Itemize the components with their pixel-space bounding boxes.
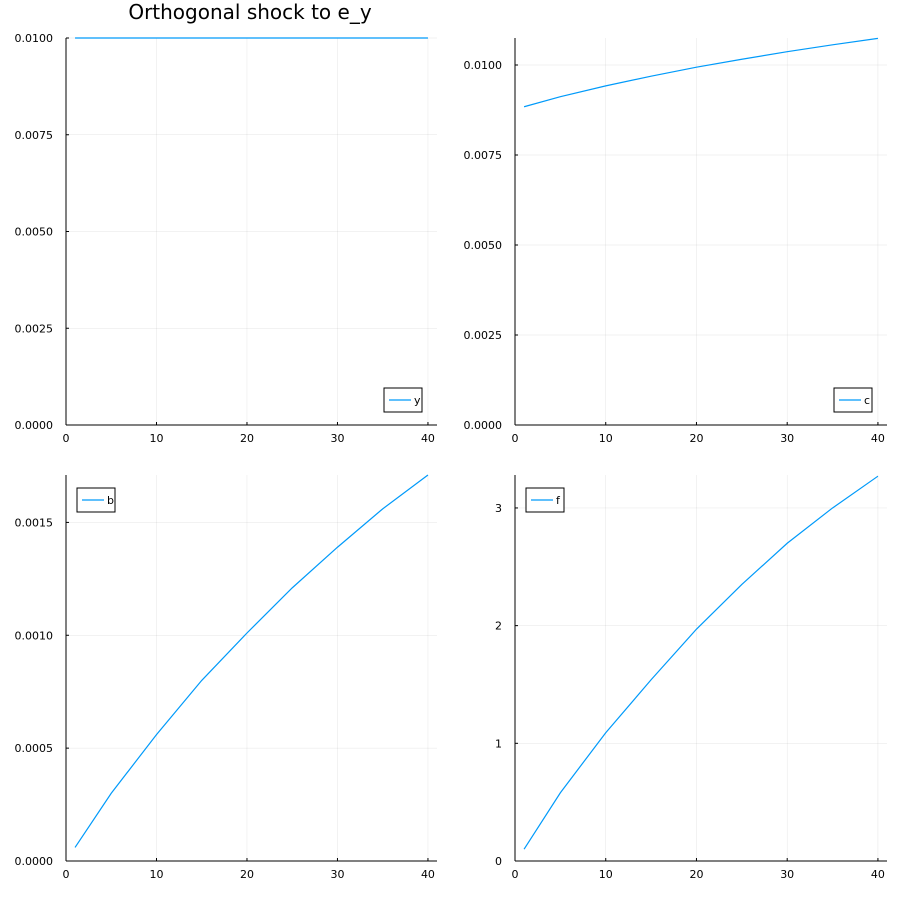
subplot-1: 0 10 20 30 40 0.0000 0.0025 0.0050 0.0075 0.0100 y bbox=[15, 32, 437, 445]
x-tick-label: 20 bbox=[240, 868, 254, 881]
x-tick-label: 10 bbox=[599, 432, 613, 445]
y-tick-label: 0.0075 bbox=[464, 149, 503, 162]
legend: f bbox=[525, 487, 565, 513]
x-tick-label: 10 bbox=[149, 868, 163, 881]
x-tick-label: 40 bbox=[871, 868, 885, 881]
y-tick-label: 0.0100 bbox=[464, 59, 503, 72]
series-line-b bbox=[74, 474, 429, 848]
x-tick-label: 10 bbox=[149, 432, 163, 445]
legend: y bbox=[383, 387, 423, 413]
y-tick-label: 0.0005 bbox=[15, 742, 54, 755]
x-tick-label: 40 bbox=[421, 868, 435, 881]
subplot-grid: 0 10 20 30 400.00000.00250.00500.00750.0100y… bbox=[15, 32, 887, 881]
x-tick-label: 20 bbox=[689, 868, 703, 881]
y-tick-label: 2 bbox=[495, 620, 502, 633]
x-tick-label: 10 bbox=[599, 868, 613, 881]
y-tick-label: 0.0000 bbox=[464, 419, 503, 432]
y-tick-label: 0.0050 bbox=[464, 239, 503, 252]
legend-box bbox=[76, 487, 116, 513]
y-tick-label: 0.0000 bbox=[15, 419, 54, 432]
y-tick-label: 0.0100 bbox=[15, 32, 54, 45]
x-tick-label: 30 bbox=[330, 432, 344, 445]
x-tick-label: 0 bbox=[63, 432, 70, 445]
y-tick-label: 0.0000 bbox=[15, 855, 54, 868]
x-tick-label: 0 bbox=[63, 868, 70, 881]
y-tick-label: 0 bbox=[495, 855, 502, 868]
x-tick-label: 40 bbox=[421, 432, 435, 445]
x-tick-label: 30 bbox=[330, 868, 344, 881]
y-tick-label: 0.0010 bbox=[15, 629, 54, 642]
series-line-c bbox=[523, 37, 879, 108]
y-tick-label: 1 bbox=[495, 737, 502, 750]
y-tick-label: 0.0050 bbox=[15, 226, 54, 239]
y-tick-label: 0.0025 bbox=[464, 329, 503, 342]
y-tick-label: 0.0075 bbox=[15, 129, 54, 142]
legend-label: y bbox=[414, 394, 421, 407]
y-tick-label: 0.0015 bbox=[15, 516, 54, 529]
subplot-4: 0 10 20 30 40 0 1 2 3 f bbox=[495, 475, 887, 881]
x-tick-label: 20 bbox=[689, 432, 703, 445]
x-tick-label: 30 bbox=[780, 432, 794, 445]
x-tick-label: 40 bbox=[871, 432, 885, 445]
x-tick-label: 20 bbox=[240, 432, 254, 445]
x-tick-label: 30 bbox=[780, 868, 794, 881]
series-line-f bbox=[523, 475, 879, 850]
legend-label: f bbox=[556, 494, 561, 507]
legend: b bbox=[76, 487, 116, 513]
legend-label: b bbox=[107, 494, 114, 507]
y-tick-label: 0.0025 bbox=[15, 322, 54, 335]
y-tick-label: 3 bbox=[495, 502, 502, 515]
subplot-2: 0 10 20 30 40 0.0000 0.0025 0.0050 0.0075 0.0100 c bbox=[464, 37, 887, 445]
x-tick-label: 0 bbox=[512, 432, 519, 445]
chart-title: Orthogonal shock to e_y bbox=[128, 0, 372, 24]
subplot-3: 0 10 20 30 40 0.0000 0.0005 0.0010 0.0015 b bbox=[15, 474, 437, 881]
legend-label: c bbox=[864, 394, 870, 407]
legend: c bbox=[833, 387, 873, 413]
x-tick-label: 0 bbox=[512, 868, 519, 881]
